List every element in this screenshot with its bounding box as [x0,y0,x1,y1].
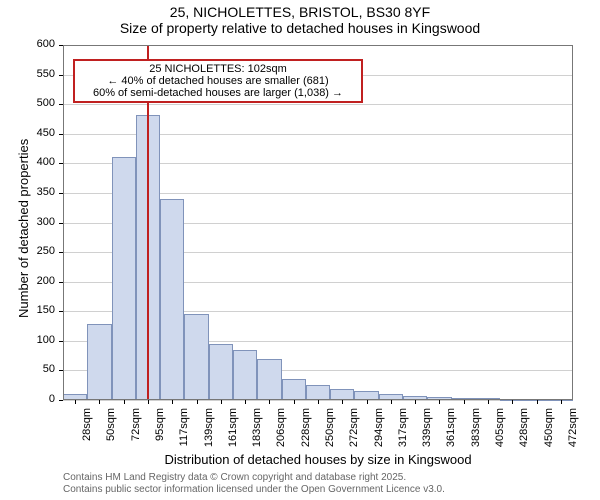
xtick-mark [318,400,319,404]
xtick-label: 450sqm [543,408,555,458]
xtick-mark [245,400,246,404]
xtick-mark [294,400,295,404]
xtick-mark [172,400,173,404]
xtick-mark [488,400,489,404]
ytick-label: 550 [25,68,55,80]
xtick-mark [148,400,149,404]
xtick-mark [439,400,440,404]
ytick-label: 100 [25,334,55,346]
xtick-label: 272sqm [348,408,360,458]
ytick-mark [59,400,63,401]
xtick-label: 405sqm [494,408,506,458]
annotation-box: 25 NICHOLETTES: 102sqm← 40% of detached … [73,59,363,103]
xtick-mark [197,400,198,404]
xtick-label: 50sqm [105,408,117,458]
xtick-mark [99,400,100,404]
ytick-label: 600 [25,38,55,50]
annotation-line: ← 40% of detached houses are smaller (68… [81,75,355,87]
ytick-label: 0 [25,393,55,405]
ytick-label: 50 [25,363,55,375]
xtick-label: 117sqm [178,408,190,458]
ytick-label: 450 [25,127,55,139]
xtick-mark [415,400,416,404]
xtick-mark [75,400,76,404]
xtick-mark [367,400,368,404]
xtick-mark [537,400,538,404]
xtick-mark [342,400,343,404]
xtick-label: 161sqm [227,408,239,458]
xtick-label: 383sqm [470,408,482,458]
xtick-mark [561,400,562,404]
xtick-label: 183sqm [251,408,263,458]
xtick-label: 228sqm [300,408,312,458]
xtick-label: 428sqm [518,408,530,458]
xtick-mark [512,400,513,404]
xtick-label: 250sqm [324,408,336,458]
xtick-mark [391,400,392,404]
xtick-label: 339sqm [421,408,433,458]
xtick-label: 72sqm [130,408,142,458]
xtick-label: 317sqm [397,408,409,458]
xtick-label: 139sqm [203,408,215,458]
ytick-label: 500 [25,97,55,109]
annotation-line: 60% of semi-detached houses are larger (… [81,87,355,99]
y-axis-label: Number of detached properties [16,138,31,317]
xtick-label: 361sqm [445,408,457,458]
histogram-chart: 05010015020025030035040045050055060028sq… [0,0,600,500]
xtick-mark [221,400,222,404]
footer-line-2: Contains public sector information licen… [63,484,445,495]
xtick-label: 206sqm [275,408,287,458]
xtick-mark [269,400,270,404]
xtick-mark [124,400,125,404]
xtick-label: 472sqm [567,408,579,458]
footer-line-1: Contains HM Land Registry data © Crown c… [63,472,406,483]
annotation-line: 25 NICHOLETTES: 102sqm [81,63,355,75]
x-axis-label: Distribution of detached houses by size … [63,452,573,467]
chart-container: 25, NICHOLETTES, BRISTOL, BS30 8YF Size … [0,0,600,500]
xtick-label: 28sqm [81,408,93,458]
xtick-mark [464,400,465,404]
xtick-label: 95sqm [154,408,166,458]
xtick-label: 294sqm [373,408,385,458]
